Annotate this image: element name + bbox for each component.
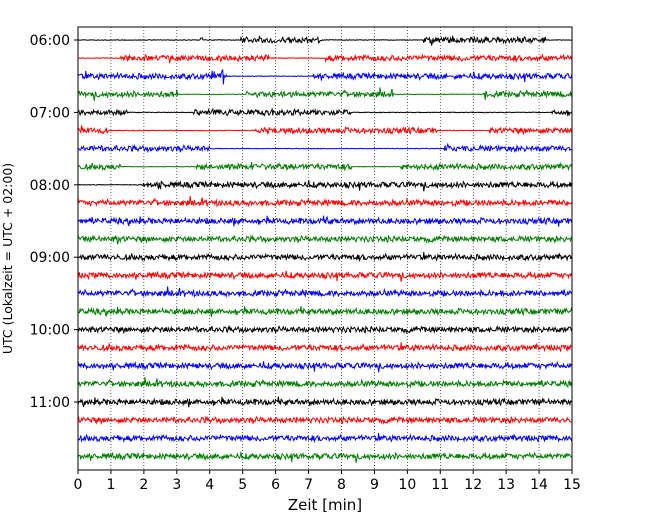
x-tick-label: 0 xyxy=(74,477,83,493)
trace-group xyxy=(77,35,573,463)
x-tick-label: 4 xyxy=(205,477,214,493)
x-tick-label: 1 xyxy=(106,477,115,493)
trace-13 xyxy=(78,251,573,263)
x-tick-label: 15 xyxy=(563,477,581,493)
trace-2 xyxy=(77,53,573,64)
x-tick-label: 10 xyxy=(398,477,416,493)
plot-frame xyxy=(77,26,573,471)
trace-22 xyxy=(77,415,573,426)
x-tick-label: 14 xyxy=(530,477,548,493)
y-tick-label: 07:00 xyxy=(30,105,70,121)
x-tick-label: 6 xyxy=(271,477,280,493)
trace-20 xyxy=(77,377,573,389)
trace-6 xyxy=(77,125,573,136)
trace-12 xyxy=(77,234,573,245)
trace-17 xyxy=(77,324,573,335)
trace-14 xyxy=(77,270,573,282)
x-tick-label: 8 xyxy=(337,477,346,493)
trace-15 xyxy=(77,286,573,298)
x-tick-label: 13 xyxy=(497,477,515,493)
x-tick-label: 7 xyxy=(304,477,313,493)
x-tick-label: 3 xyxy=(172,477,181,493)
x-tick-label: 12 xyxy=(464,477,482,493)
trace-4 xyxy=(77,87,573,101)
y-axis-label: UTC (Lokalzeit = UTC + 02:00) xyxy=(0,163,15,354)
trace-18 xyxy=(77,342,573,353)
trace-1 xyxy=(77,35,572,46)
x-tick-label: 2 xyxy=(139,477,148,493)
trace-10 xyxy=(77,196,573,208)
trace-7 xyxy=(77,142,573,154)
y-tick-label: 09:00 xyxy=(30,250,70,266)
trace-19 xyxy=(77,360,573,373)
x-tick-label: 9 xyxy=(370,477,379,493)
trace-21 xyxy=(77,396,573,408)
y-axis-ticks: 06:00 07:00 08:00 09:00 10:00 11:00 xyxy=(30,33,78,411)
trace-3 xyxy=(77,69,573,85)
y-tick-label: 06:00 xyxy=(30,33,70,49)
x-gridlines xyxy=(110,27,540,470)
trace-24 xyxy=(77,451,573,463)
y-tick-label: 11:00 xyxy=(30,395,70,411)
trace-5 xyxy=(77,107,573,117)
y-tick-label: 08:00 xyxy=(30,178,70,194)
trace-11 xyxy=(77,215,573,227)
y-tick-label: 10:00 xyxy=(30,323,70,339)
trace-23 xyxy=(77,432,573,444)
x-tick-label: 5 xyxy=(238,477,247,493)
x-axis-label: Zeit [min] xyxy=(288,496,362,514)
trace-9 xyxy=(77,180,573,192)
x-axis-ticks: 0 1 2 3 4 5 6 7 8 9 10 11 12 13 14 15 xyxy=(74,470,581,493)
trace-16 xyxy=(77,306,573,317)
x-tick-label: 11 xyxy=(431,477,449,493)
trace-8 xyxy=(77,161,573,172)
